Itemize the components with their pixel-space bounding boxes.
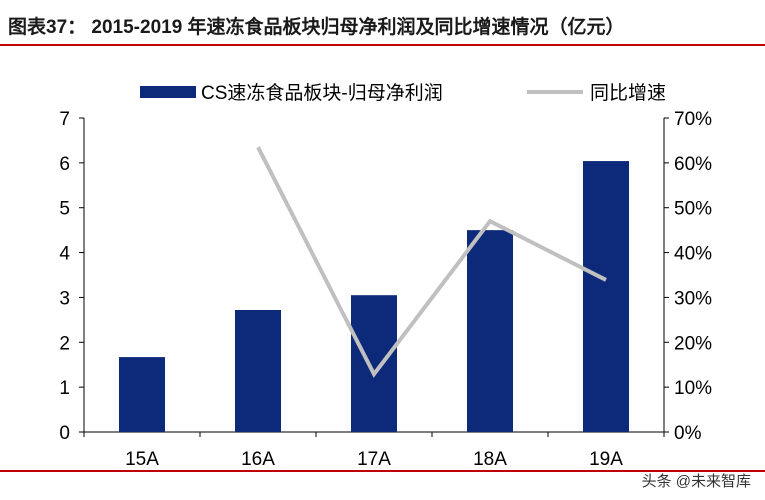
watermark: 头条 @未来智库 xyxy=(641,473,751,490)
x-tick-label: 16A xyxy=(241,449,275,470)
bar-16A xyxy=(235,309,281,432)
y2-tick-label: 50% xyxy=(674,199,712,220)
title-divider xyxy=(0,44,765,46)
y-tick-label: 5 xyxy=(59,199,70,220)
y-tick-label: 6 xyxy=(59,154,70,175)
x-tick-label: 15A xyxy=(125,449,159,470)
legend-label-line: 同比增速 xyxy=(590,82,666,104)
y2-tick-label: 70% xyxy=(674,109,712,130)
y2-tick-label: 10% xyxy=(674,378,712,399)
legend-swatch-bar xyxy=(140,86,196,98)
y2-tick-label: 40% xyxy=(674,244,712,265)
y-tick-label: 1 xyxy=(59,378,70,399)
growth-line xyxy=(256,146,607,378)
y-tick-label: 2 xyxy=(59,333,70,354)
legend-label-bar: CS速冻食品板块-归母净利润 xyxy=(201,82,443,104)
bar-19A xyxy=(583,161,629,432)
x-tick-label: 17A xyxy=(357,449,391,470)
bottom-divider xyxy=(0,470,765,472)
y2-tick-label: 60% xyxy=(674,154,712,175)
y-tick-label: 3 xyxy=(59,288,70,309)
bar-18A xyxy=(467,230,513,432)
bar-15A xyxy=(119,357,165,432)
y-tick-label: 0 xyxy=(59,423,70,444)
y-tick-label: 7 xyxy=(59,109,70,130)
x-tick-label: 18A xyxy=(473,449,507,470)
y2-tick-label: 20% xyxy=(674,333,712,354)
y2-tick-label: 30% xyxy=(674,288,712,309)
y2-tick-label: 0% xyxy=(674,423,702,444)
bar-17A xyxy=(351,295,397,432)
chart-title: 图表37： 2015-2019 年速冻食品板块归母净利润及同比增速情况（亿元） xyxy=(8,17,625,38)
x-tick-label: 19A xyxy=(589,449,623,470)
y-tick-label: 4 xyxy=(59,244,70,265)
